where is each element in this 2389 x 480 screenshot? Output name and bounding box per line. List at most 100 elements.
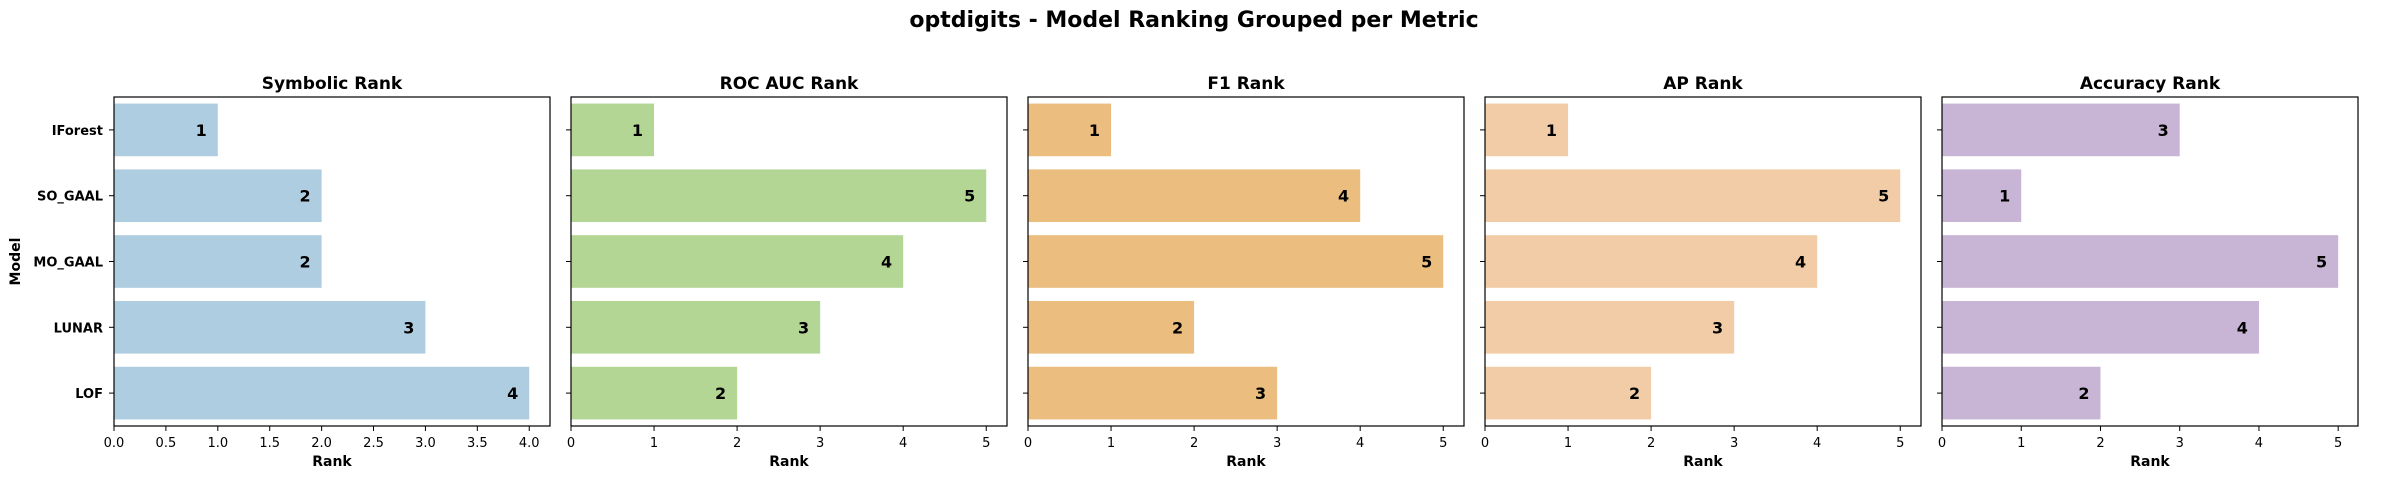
data-label: 4 [2237,318,2248,337]
x-tick-label: 0 [1481,436,1489,451]
data-label: 1 [1546,121,1557,140]
bar-iforest [114,103,218,157]
x-axis-label: Rank [769,454,809,470]
panel-2: ROC AUC Rank 1 5 4 3 2 0 1 2 3 4 5 Rank [566,74,1008,470]
data-label: 4 [507,384,518,403]
category-label: LUNAR [54,321,103,336]
x-tick-label: 3 [2176,436,2184,451]
data-label: 5 [1421,253,1432,272]
data-label: 2 [299,253,310,272]
data-label: 5 [1878,187,1889,206]
bar-mo-gaal [1942,235,2339,288]
axes-frame [1484,96,1922,427]
panel-4: AP Rank 1 5 4 3 2 0 1 2 3 4 5 Rank [1480,74,1922,470]
data-label: 2 [2078,384,2089,403]
bar-lof [1942,366,2101,420]
data-label: 2 [1629,384,1640,403]
data-label: 3 [403,318,414,337]
x-tick-label: 4 [899,436,907,451]
category-label: SO_GAAL [37,190,103,205]
bar-lof [114,366,530,420]
x-tick-label: 2 [1647,436,1655,451]
x-axis-label: Rank [2130,454,2170,470]
data-label: 2 [1172,318,1183,337]
bar-so-gaal [1942,169,2022,223]
x-tick-label: 5 [2334,436,2342,451]
x-tick-label: 2 [1190,436,1198,451]
x-tick-label: 3.5 [467,436,488,451]
bar-lof [1028,366,1278,420]
bar-mo-gaal [1485,235,1818,288]
data-label: 5 [2316,253,2327,272]
bar-mo-gaal [571,235,904,288]
data-label: 4 [1338,187,1349,206]
x-tick-label: 0 [567,436,575,451]
bar-lunar [114,300,426,354]
category-label: MO_GAAL [33,256,103,271]
x-axis-label: Rank [1683,454,1723,470]
bar-lunar [1942,300,2259,354]
bar-lunar [1028,300,1195,354]
x-tick-label: 3 [1273,436,1281,451]
x-tick-label: 2.5 [363,436,384,451]
data-label: 4 [1795,253,1806,272]
bar-so-gaal [571,169,987,223]
x-tick-label: 5 [1439,436,1447,451]
bar-so-gaal [1485,169,1901,223]
x-tick-label: 3 [816,436,824,451]
x-tick-label: 1.0 [207,436,228,451]
data-label: 3 [1712,318,1723,337]
data-label: 2 [715,384,726,403]
x-tick-label: 0 [1938,436,1946,451]
bar-so-gaal [1028,169,1361,223]
x-tick-label: 5 [982,436,990,451]
x-tick-label: 5 [1896,436,1904,451]
bar-so-gaal [114,169,322,223]
x-tick-label: 3 [1730,436,1738,451]
x-tick-label: 4.0 [519,436,540,451]
bar-iforest [1942,103,2180,157]
bar-iforest [1028,103,1112,157]
panel-3: F1 Rank 1 4 5 2 3 0 1 2 3 4 5 Rank [1023,74,1465,470]
panel-1: Symbolic Rank 1 IForest 2 SO_GAAL 2 MO_GAAL 3 LU… [8,74,551,470]
x-tick-label: 0 [1024,436,1032,451]
x-axis-label: Rank [312,454,352,470]
bar-mo-gaal [1028,235,1444,288]
bar-lunar [571,300,821,354]
axes-frame [1027,96,1465,427]
data-label: 5 [964,187,975,206]
x-tick-label: 1 [1107,436,1115,451]
data-label: 1 [1999,187,2010,206]
axes-frame [113,96,551,427]
x-tick-label: 4 [2255,436,2263,451]
x-tick-label: 1.5 [259,436,280,451]
panel-title: Accuracy Rank [2080,74,2221,94]
category-label: IForest [52,124,103,139]
x-tick-label: 2.0 [311,436,332,451]
x-tick-label: 1 [2017,436,2025,451]
panel-5: Accuracy Rank 3 1 5 4 2 0 1 2 3 4 5 Rank [1937,74,2359,470]
x-tick-label: 1 [650,436,658,451]
x-tick-label: 3.0 [415,436,436,451]
x-tick-label: 0.0 [104,436,125,451]
data-label: 2 [299,187,310,206]
y-axis-label: Model [8,238,24,286]
x-tick-label: 4 [1356,436,1364,451]
bar-iforest [571,103,655,157]
x-tick-label: 0.5 [156,436,177,451]
category-label: LOF [75,387,103,402]
data-label: 3 [1255,384,1266,403]
bar-mo-gaal [114,235,322,288]
data-label: 3 [2158,121,2169,140]
panel-title: AP Rank [1663,74,1743,94]
data-label: 4 [881,253,892,272]
chart-panels: Symbolic Rank 1 IForest 2 SO_GAAL 2 MO_GAAL 3 LU… [8,74,2359,470]
data-label: 3 [798,318,809,337]
bar-lof [571,366,738,420]
bar-lof [1485,366,1652,420]
data-label: 1 [1089,121,1100,140]
data-label: 1 [196,121,207,140]
x-tick-label: 2 [733,436,741,451]
x-tick-label: 2 [2096,436,2104,451]
